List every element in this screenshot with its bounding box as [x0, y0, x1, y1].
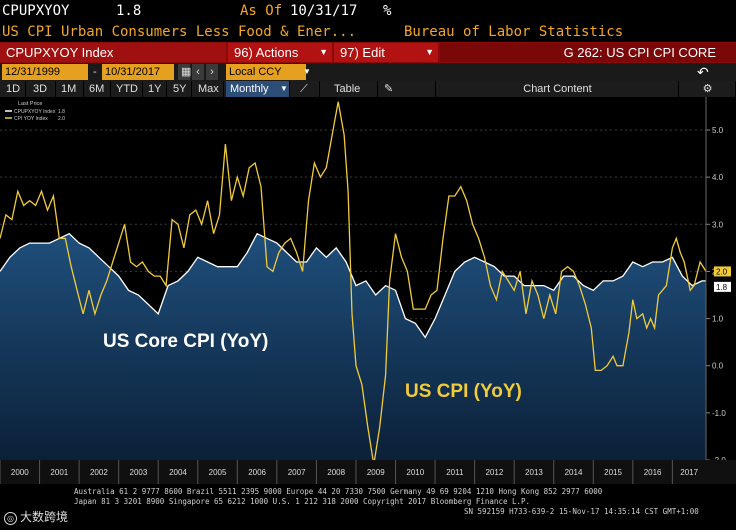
- x-tick-label: 2017: [680, 468, 698, 477]
- cpi-line: [0, 101, 707, 465]
- core-cpi-line: [0, 232, 706, 339]
- date-range-bar: 12/31/1999 - 10/31/2017 ▦ ‹ › Local CCY …: [0, 63, 736, 81]
- y-tick-label: 1.0: [712, 315, 724, 324]
- range-1d-button[interactable]: 1D: [2, 81, 26, 97]
- line-chart-icon[interactable]: ⟋: [296, 81, 320, 97]
- cpi-last-value: 2.0: [716, 267, 728, 276]
- x-tick-label: 2007: [288, 468, 306, 477]
- x-tick-label: 2002: [90, 468, 108, 477]
- chart: 5.04.03.02.01.00.0-1.0-2.0 2000200120022…: [0, 97, 736, 484]
- core-cpi-area: [0, 233, 706, 460]
- chevron-down-icon: ▼: [319, 47, 328, 57]
- x-tick-label: 2009: [367, 468, 385, 477]
- chevron-left-icon[interactable]: ‹: [192, 64, 204, 80]
- chevron-down-icon: ▼: [425, 47, 434, 57]
- range-max-button[interactable]: Max: [194, 81, 224, 97]
- legend-entry-core: CPUPXYOY Index: [14, 109, 56, 115]
- chevron-right-icon[interactable]: ›: [206, 64, 218, 80]
- footer: Australia 61 2 9777 8600 Brazil 5511 239…: [0, 484, 736, 530]
- x-axis: 2000 2001 2002 2003 2004 2005 2006 2007 2008 2009…: [0, 460, 736, 484]
- periodicity-select[interactable]: Monthly: [226, 81, 288, 97]
- unit-symbol: %: [383, 3, 392, 19]
- ticker-symbol[interactable]: CPUPXYOY: [2, 3, 70, 19]
- ticker-header: CPUPXYOY 1.8 As Of 10/31/17 %: [0, 0, 736, 22]
- watermark: ◎ 大数跨境: [4, 508, 68, 525]
- x-tick-label: 2000: [11, 468, 29, 477]
- function-title: G 262: US CPI CPI CORE: [440, 43, 736, 62]
- edit-number: 97): [340, 45, 359, 60]
- function-bar: CPUPXYOY Index 96) Actions ▼ 97) Edit ▼ …: [0, 42, 736, 63]
- y-tick-label: 0.0: [712, 362, 724, 371]
- core-last-value: 1.8: [716, 283, 728, 292]
- footer-line-1: Australia 61 2 9777 8600 Brazil 5511 239…: [74, 487, 603, 496]
- range-1m-button[interactable]: 1M: [57, 81, 84, 97]
- annotation-core-cpi: US Core CPI (YoY): [103, 331, 268, 352]
- security-name: US CPI Urban Consumers Less Food & Ener.…: [2, 24, 357, 40]
- date-separator: -: [93, 66, 97, 78]
- cpi-last-tag: [714, 266, 731, 277]
- range-button-bar: 1D 3D 1M 6M YTD 1Y 5Y Max Monthly ▼ ⟋ Ta…: [0, 81, 736, 97]
- currency-select[interactable]: Local CCY: [226, 64, 306, 80]
- x-tick-label: 2013: [525, 468, 543, 477]
- x-tick-label: 2012: [485, 468, 503, 477]
- edit-menu[interactable]: 97) Edit ▼: [334, 43, 438, 62]
- x-axis-band: [0, 460, 736, 484]
- watermark-text: 大数跨境: [20, 510, 69, 524]
- last-value: 1.8: [116, 3, 142, 19]
- actions-menu[interactable]: 96) Actions ▼: [228, 43, 332, 62]
- actions-number: 96): [234, 45, 253, 60]
- x-tick-label: 2010: [406, 468, 424, 477]
- watermark-logo-icon: ◎: [4, 512, 17, 525]
- x-tick-label: 2015: [604, 468, 622, 477]
- x-tick-label: 2001: [50, 468, 68, 477]
- legend: Last Price CPUPXYOY Index 1.8 CPI YOY In…: [2, 99, 68, 125]
- y-tick-label: 5.0: [712, 126, 724, 135]
- range-ytd-button[interactable]: YTD: [112, 81, 143, 97]
- x-tick-label: 2011: [446, 468, 464, 477]
- edit-icon[interactable]: ✎: [380, 81, 436, 97]
- chevron-down-icon[interactable]: ▼: [303, 67, 311, 76]
- x-tick-label: 2008: [327, 468, 345, 477]
- actions-label: Actions: [255, 45, 299, 60]
- annotation-cpi: US CPI (YoY): [405, 381, 522, 402]
- y-tick-label: 4.0: [712, 173, 724, 182]
- description-bar: US CPI Urban Consumers Less Food & Ener.…: [0, 22, 736, 42]
- calendar-icon[interactable]: ▦: [178, 64, 191, 80]
- range-3d-button[interactable]: 3D: [29, 81, 56, 97]
- footer-line-2: Japan 81 3 3201 8900 Singapore 65 6212 1…: [74, 497, 531, 506]
- undo-icon[interactable]: ↶: [697, 64, 709, 80]
- index-label[interactable]: CPUPXYOY Index: [0, 43, 226, 62]
- x-tick-label: 2003: [130, 468, 148, 477]
- as-of-label: As Of: [240, 3, 283, 19]
- footer-line-3: SN 592159 H733-639-2 15-Nov-17 14:35:14 …: [464, 507, 699, 516]
- legend-title: Last Price: [18, 101, 42, 107]
- x-tick-label: 2004: [169, 468, 187, 477]
- y-tick-label: 3.0: [712, 220, 724, 229]
- range-5y-button[interactable]: 5Y: [169, 81, 192, 97]
- data-source: Bureau of Labor Statistics: [404, 24, 624, 40]
- chart-content-button[interactable]: Chart Content: [437, 81, 679, 97]
- chevron-down-icon[interactable]: ▼: [280, 81, 290, 97]
- edit-label: Edit: [362, 45, 385, 60]
- y-tick-label: -1.0: [712, 409, 726, 418]
- legend-value-cpi: 2.0: [58, 116, 65, 122]
- table-button[interactable]: Table: [322, 81, 378, 97]
- y-axis: 5.04.03.02.01.00.0-1.0-2.0: [705, 97, 726, 465]
- x-tick-label: 2014: [565, 468, 583, 477]
- x-tick-label: 2016: [644, 468, 662, 477]
- range-1y-button[interactable]: 1Y: [144, 81, 167, 97]
- legend-box: [2, 99, 68, 125]
- x-tick-label: 2005: [209, 468, 227, 477]
- end-date-input[interactable]: 10/31/2017: [102, 64, 174, 80]
- x-tick-label: 2006: [248, 468, 266, 477]
- legend-entry-cpi: CPI YOY Index: [14, 116, 48, 122]
- range-6m-button[interactable]: 6M: [85, 81, 111, 97]
- legend-value-core: 1.8: [58, 109, 65, 115]
- as-of-date[interactable]: 10/31/17: [290, 3, 358, 19]
- start-date-input[interactable]: 12/31/1999: [2, 64, 88, 80]
- gear-icon[interactable]: ⚙: [680, 81, 736, 97]
- core-last-tag: [714, 281, 731, 292]
